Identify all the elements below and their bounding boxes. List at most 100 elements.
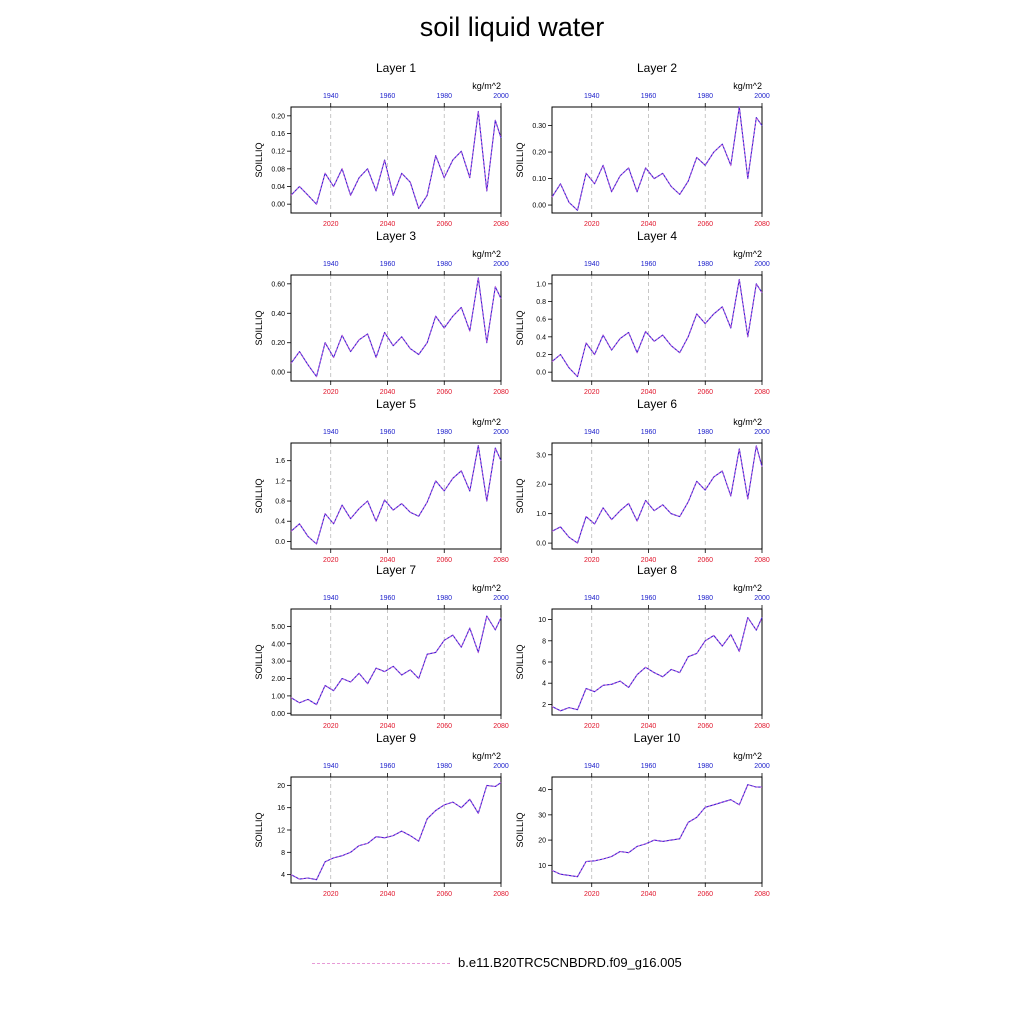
x-bottom-tick-label: 2040 <box>641 891 657 898</box>
y-tick-label: 16 <box>277 805 285 812</box>
panel-title: Layer 4 <box>637 229 677 243</box>
y-tick-label: 1.00 <box>271 693 285 700</box>
y-axis-label: SOILLIQ <box>254 310 264 345</box>
y-tick-label: 8 <box>542 638 546 645</box>
x-top-tick-label: 1980 <box>697 429 713 436</box>
x-top-tick-label: 1980 <box>697 93 713 100</box>
y-tick-label: 0.04 <box>271 184 285 191</box>
x-top-tick-label: 1940 <box>323 763 339 770</box>
series-line-overlay <box>290 782 502 881</box>
x-top-tick-label: 1940 <box>584 763 600 770</box>
series-line <box>551 445 763 544</box>
y-tick-label: 0.30 <box>532 123 546 130</box>
y-tick-label: 0.4 <box>536 334 546 341</box>
plot-frame <box>551 776 763 884</box>
x-top-tick-label: 1980 <box>697 261 713 268</box>
y-tick-label: 0.00 <box>271 711 285 718</box>
y-axis-label: SOILLIQ <box>515 142 525 177</box>
x-top-tick-label: 1940 <box>584 429 600 436</box>
y-axis-label: SOILLIQ <box>515 812 525 847</box>
x-top-tick-label: 2000 <box>493 261 509 268</box>
y-tick-label: 0.2 <box>536 352 546 359</box>
series-line-overlay <box>290 614 502 706</box>
x-top-tick-label: 1960 <box>641 93 657 100</box>
x-top-tick-label: 2000 <box>754 763 770 770</box>
panel-layer-8: Layer 8 kg/m^2 SOILLIQ 2 4 6 8 10 2020 2040 2060 20… <box>515 563 770 730</box>
series-line-overlay <box>551 279 763 378</box>
x-top-tick-label: 1960 <box>641 763 657 770</box>
x-bottom-tick-label: 2040 <box>641 389 657 396</box>
units-label: kg/m^2 <box>472 583 501 593</box>
panel-title: Layer 9 <box>376 731 416 745</box>
panel-layer-6: Layer 6 kg/m^2 SOILLIQ 0.0 1.0 2.0 3.0 2020 2040… <box>515 397 770 564</box>
x-bottom-tick-label: 2020 <box>584 389 600 396</box>
y-tick-label: 1.0 <box>536 511 546 518</box>
x-bottom-tick-label: 2020 <box>584 557 600 564</box>
y-axis-label: SOILLIQ <box>515 310 525 345</box>
y-tick-label: 0.16 <box>271 131 285 138</box>
x-bottom-tick-label: 2040 <box>380 221 396 228</box>
y-tick-label: 20 <box>277 783 285 790</box>
x-bottom-tick-label: 2060 <box>697 221 713 228</box>
x-bottom-tick-label: 2040 <box>380 891 396 898</box>
chart-title: soil liquid water <box>419 12 605 42</box>
y-tick-label: 6 <box>542 660 546 667</box>
x-bottom-tick-label: 2020 <box>584 221 600 228</box>
legend-label: b.e11.B20TRC5CNBDRD.f09_g16.005 <box>458 955 682 970</box>
plot-frame <box>551 106 763 214</box>
x-bottom-tick-label: 2080 <box>493 557 509 564</box>
y-tick-label: 5.00 <box>271 624 285 631</box>
units-label: kg/m^2 <box>472 417 501 427</box>
y-axis-label: SOILLIQ <box>254 478 264 513</box>
series-line <box>551 106 763 211</box>
y-tick-label: 12 <box>277 828 285 835</box>
x-top-tick-label: 1960 <box>380 429 396 436</box>
panel-title: Layer 7 <box>376 563 416 577</box>
x-top-tick-label: 1960 <box>641 595 657 602</box>
x-bottom-tick-label: 2060 <box>436 221 452 228</box>
y-tick-label: 0.6 <box>536 317 546 324</box>
x-bottom-tick-label: 2060 <box>436 891 452 898</box>
x-bottom-tick-label: 2060 <box>436 557 452 564</box>
series-line-overlay <box>551 616 763 712</box>
y-tick-label: 0.0 <box>275 539 285 546</box>
panel-layer-7: Layer 7 kg/m^2 SOILLIQ 0.00 1.00 2.00 3.00 4.00… <box>254 563 509 730</box>
y-tick-label: 30 <box>538 812 546 819</box>
x-bottom-tick-label: 2080 <box>754 389 770 396</box>
series-line-overlay <box>290 445 502 545</box>
series-line <box>290 615 502 706</box>
plot-frame <box>290 442 502 550</box>
x-top-tick-label: 1980 <box>436 763 452 770</box>
y-tick-label: 0.12 <box>271 149 285 156</box>
panel-title: Layer 3 <box>376 229 416 243</box>
series-line <box>290 277 502 378</box>
units-label: kg/m^2 <box>733 249 762 259</box>
x-top-tick-label: 1940 <box>584 595 600 602</box>
x-top-tick-label: 1940 <box>323 261 339 268</box>
y-tick-label: 0.10 <box>532 176 546 183</box>
y-tick-label: 10 <box>538 617 546 624</box>
x-top-tick-label: 2000 <box>493 429 509 436</box>
x-bottom-tick-label: 2060 <box>436 723 452 730</box>
x-bottom-tick-label: 2020 <box>323 221 339 228</box>
series-line <box>290 110 502 210</box>
y-tick-label: 0.20 <box>271 113 285 120</box>
x-top-tick-label: 2000 <box>493 93 509 100</box>
x-top-tick-label: 1980 <box>697 763 713 770</box>
plot-frame <box>290 274 502 382</box>
plot-frame <box>290 106 502 214</box>
y-tick-label: 3.0 <box>536 452 546 459</box>
x-top-tick-label: 1940 <box>584 261 600 268</box>
x-top-tick-label: 1980 <box>436 93 452 100</box>
x-top-tick-label: 1960 <box>380 763 396 770</box>
panel-layer-3: Layer 3 kg/m^2 SOILLIQ 0.00 0.20 0.40 0.60 2020… <box>254 229 509 396</box>
units-label: kg/m^2 <box>472 81 501 91</box>
y-tick-label: 0.60 <box>271 281 285 288</box>
y-tick-label: 20 <box>538 838 546 845</box>
panel-title: Layer 8 <box>637 563 677 577</box>
x-bottom-tick-label: 2020 <box>323 723 339 730</box>
x-top-tick-label: 1940 <box>323 595 339 602</box>
x-bottom-tick-label: 2060 <box>697 891 713 898</box>
